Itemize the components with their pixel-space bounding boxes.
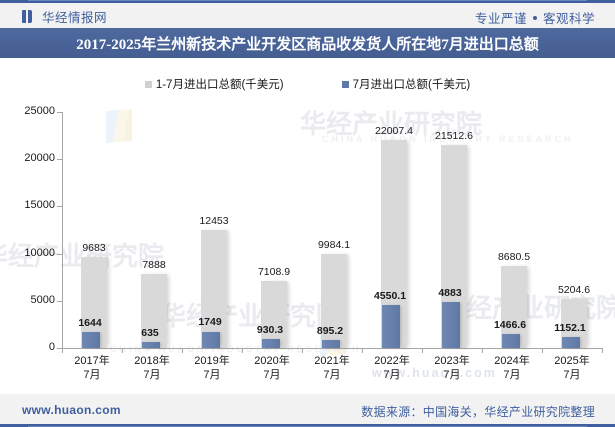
- brand-bar: 华经情报网 专业严谨 客观科学: [0, 0, 615, 31]
- chart-plot-area: 华经产业研究院 CHINA HUAON INDUSTRY RESEARCH 华经…: [0, 96, 615, 391]
- x-axis-tick: [122, 348, 123, 353]
- bar-group: [122, 96, 182, 348]
- y-axis-tick-label: 20000: [24, 152, 55, 165]
- x-axis-tick: [302, 348, 303, 353]
- footer-bar: www.huaon.com 数据来源：中国海关，华经产业研究院整理: [0, 394, 615, 427]
- bar-label-total-jan-jul: 9984.1: [317, 238, 351, 251]
- bar-total-jul[interactable]: [322, 339, 340, 348]
- bar-group: [182, 96, 242, 348]
- bar-group: [362, 96, 422, 348]
- huaon-logo-icon: [22, 10, 35, 23]
- bar-total-jan-jul[interactable]: [261, 280, 287, 348]
- x-axis-categories: 2017年 7月 2018年 7月 2019年 7月 2020年 7月 2021年 7月 2022年…: [62, 354, 602, 388]
- x-axis-category-label: 2018年 7月: [134, 355, 170, 381]
- x-axis-line: [62, 348, 602, 349]
- y-axis-tick-label: 5000: [30, 293, 55, 306]
- x-axis-category-label: 2025年 7月: [554, 355, 590, 381]
- bar-label-total-jul: 1644: [78, 317, 102, 330]
- x-axis-category-label: 2019年 7月: [194, 355, 230, 381]
- y-axis-tick-label: 15000: [24, 199, 55, 212]
- bar-label-total-jul: 895.2: [316, 324, 344, 337]
- bar-total-jul[interactable]: [562, 337, 580, 348]
- x-axis-category-label: 2017年 7月: [74, 355, 110, 381]
- y-axis-tick-label: 0: [48, 341, 55, 353]
- title-banner: 2017-2025年兰州新技术产业开发区商品收发货人所在地7月进出口总额: [0, 28, 615, 58]
- bar-label-total-jan-jul: 8680.5: [497, 251, 531, 264]
- bar-group: [242, 96, 302, 348]
- legend-label-front: 7月进出口总额(千美元): [352, 79, 471, 91]
- bar-label-total-jan-jul: 7108.9: [257, 265, 291, 278]
- bar-group: [422, 96, 482, 348]
- brand-bar-rule: [28, 0, 587, 1]
- footer-site-link[interactable]: www.huaon.com: [22, 403, 121, 417]
- legend-item-total-jul[interactable]: 7月进出口总额(千美元): [341, 76, 471, 92]
- brand-slogan: 专业严谨 客观科学: [475, 8, 595, 27]
- x-axis-tick: [422, 348, 423, 353]
- chart-legend: 1-7月进出口总额(千美元) 7月进出口总额(千美元): [0, 73, 615, 95]
- y-axis-tick-label: 10000: [24, 246, 55, 259]
- legend-item-total-jan-jul[interactable]: 1-7月进出口总额(千美元): [144, 76, 284, 92]
- y-axis-tick: [57, 300, 62, 302]
- x-axis-category-label: 2020年 7月: [254, 355, 290, 381]
- x-axis-tick: [542, 348, 543, 353]
- bar-label-total-jul: 4550.1: [373, 290, 407, 303]
- legend-label-back: 1-7月进出口总额(千美元): [155, 79, 284, 91]
- bar-label-total-jul: 1152.1: [554, 322, 586, 335]
- bar-label-total-jan-jul: 21512.6: [435, 129, 473, 142]
- y-axis-tick: [57, 112, 62, 113]
- legend-swatch-front: [341, 80, 349, 88]
- x-axis-category-label: 2024年 7月: [494, 355, 530, 381]
- bar-total-jul[interactable]: [82, 332, 100, 348]
- footer-data-source: 数据来源：中国海关，华经产业研究院整理: [361, 405, 595, 419]
- brand-slogan-right: 客观科学: [542, 12, 595, 26]
- bar-group: [542, 96, 602, 348]
- y-axis-tick-label: 25000: [24, 105, 55, 117]
- bar-total-jul[interactable]: [142, 342, 160, 348]
- bar-label-total-jul: 1749: [198, 316, 222, 329]
- y-axis-tick: [57, 348, 62, 349]
- y-axis-line: [62, 112, 63, 348]
- x-axis-tick: [602, 348, 603, 353]
- bullet-dot-icon: [532, 15, 537, 20]
- bar-total-jan-jul[interactable]: [141, 273, 167, 348]
- x-axis-category-label: 2023年 7月: [434, 355, 470, 381]
- x-axis-tick: [242, 348, 243, 353]
- bar-label-total-jul: 1466.6: [493, 319, 527, 332]
- bars-layer: 9683 1644 7888 635 12453 1749 7108.9 930.3 9984.…: [62, 96, 602, 348]
- y-axis-tick: [57, 206, 62, 208]
- bar-label-total-jul: 4883: [438, 286, 462, 299]
- bar-total-jul[interactable]: [502, 334, 520, 348]
- y-axis-tick: [57, 253, 62, 255]
- bar-label-total-jul: 930.3: [256, 324, 284, 337]
- bar-total-jan-jul[interactable]: [201, 230, 227, 348]
- y-axis-tick: [57, 159, 62, 161]
- bar-label-total-jan-jul: 7888: [142, 258, 166, 271]
- bar-label-total-jul: 635: [141, 327, 159, 339]
- page-title: 2017-2025年兰州新技术产业开发区商品收发货人所在地7月进出口总额: [76, 36, 539, 53]
- bar-group: [302, 96, 362, 348]
- bar-total-jul[interactable]: [382, 305, 400, 348]
- bar-label-total-jan-jul: 5204.6: [557, 283, 591, 296]
- bar-group: [62, 96, 122, 348]
- bar-total-jul[interactable]: [442, 301, 460, 348]
- bar-group: [482, 96, 542, 348]
- bar-label-total-jan-jul: 12453: [199, 215, 229, 228]
- bar-label-total-jan-jul: 9683: [82, 241, 106, 254]
- bar-total-jul[interactable]: [202, 331, 220, 348]
- bar-label-total-jan-jul: 22007.4: [375, 125, 413, 138]
- x-axis-tick: [182, 348, 183, 353]
- x-axis-tick: [482, 348, 483, 353]
- x-axis-tick: [362, 348, 363, 353]
- brand-slogan-left: 专业严谨: [474, 12, 527, 26]
- brand-name: 华经情报网: [42, 11, 108, 25]
- legend-swatch-back: [144, 80, 152, 88]
- bar-total-jul[interactable]: [262, 339, 280, 348]
- x-axis-category-label: 2022年 7月: [374, 355, 410, 381]
- bar-total-jan-jul[interactable]: [321, 253, 347, 348]
- x-axis-tick: [62, 348, 63, 353]
- x-axis-category-label: 2021年 7月: [314, 355, 350, 381]
- brand-logo-group: 华经情报网: [22, 7, 107, 26]
